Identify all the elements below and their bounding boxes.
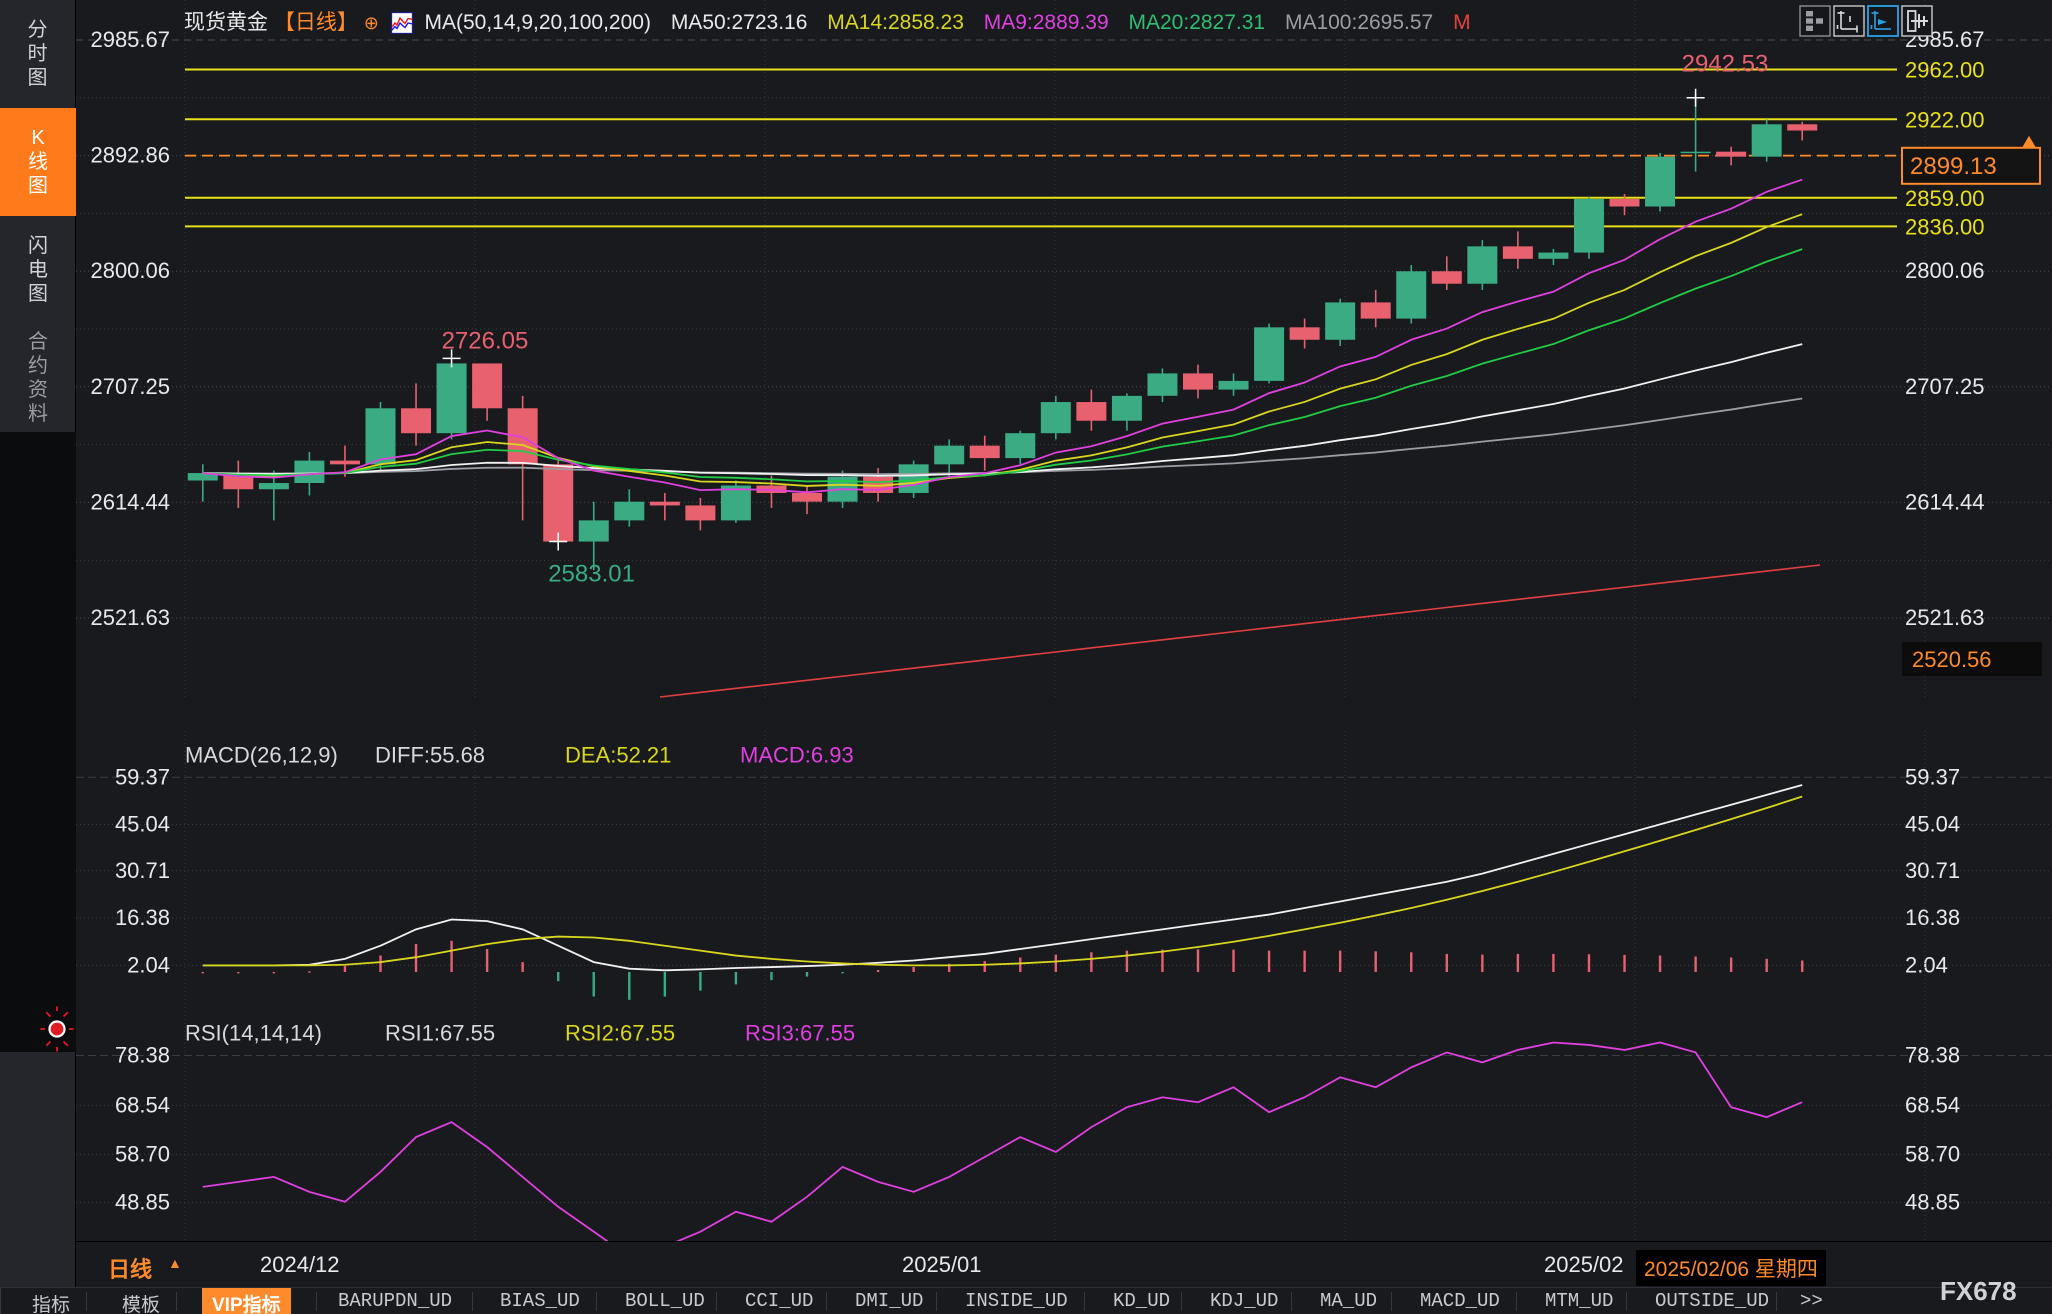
- svg-text:48.85: 48.85: [1905, 1190, 1960, 1215]
- svg-text:78.38: 78.38: [115, 1043, 170, 1068]
- svg-text:58.70: 58.70: [115, 1141, 170, 1166]
- svg-text:RSI2:67.55: RSI2:67.55: [565, 1021, 675, 1046]
- svg-text:78.38: 78.38: [1905, 1043, 1960, 1068]
- svg-text:58.70: 58.70: [1905, 1141, 1960, 1166]
- svg-text:48.85: 48.85: [115, 1190, 170, 1215]
- svg-text:RSI1:67.55: RSI1:67.55: [385, 1021, 495, 1046]
- svg-text:RSI(14,14,14): RSI(14,14,14): [185, 1021, 322, 1046]
- svg-text:68.54: 68.54: [115, 1092, 170, 1117]
- svg-text:RSI3:67.55: RSI3:67.55: [745, 1021, 855, 1046]
- svg-text:68.54: 68.54: [1905, 1092, 1960, 1117]
